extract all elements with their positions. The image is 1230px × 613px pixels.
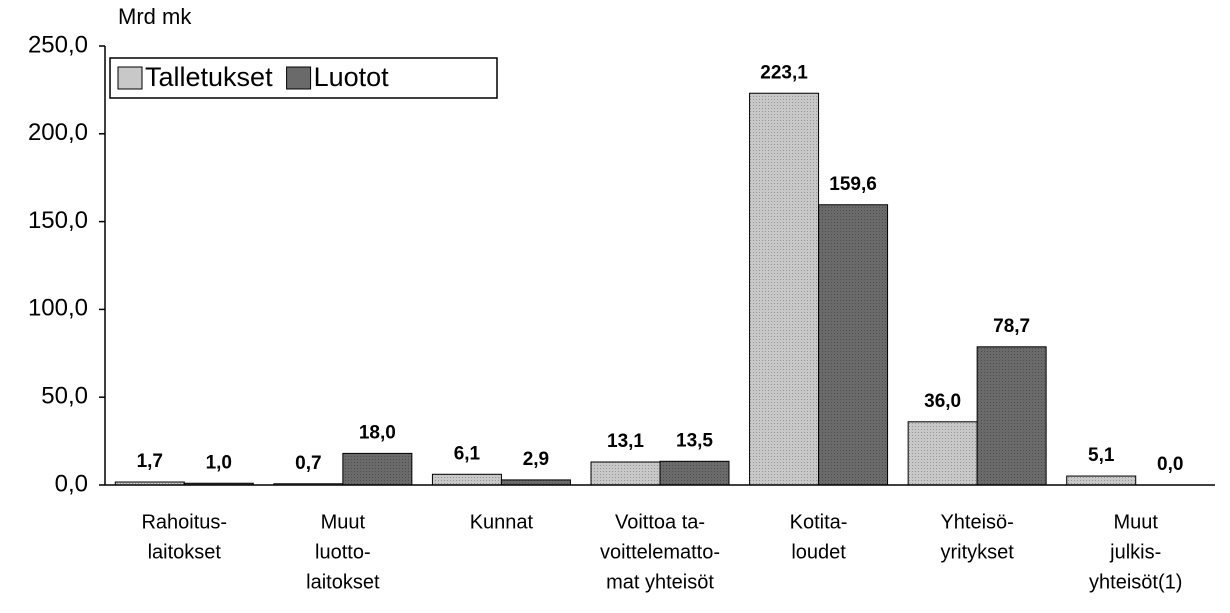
value-label: 223,1	[760, 62, 808, 83]
bar-texture	[1066, 476, 1136, 485]
x-tick-label: yhteisöt(1)	[1089, 571, 1182, 593]
bar-texture	[818, 204, 888, 485]
bar-texture	[432, 474, 502, 485]
legend-label: Talletukset	[145, 62, 273, 92]
x-tick-label: voittelematto-	[600, 541, 720, 563]
y-tick-label: 250,0	[28, 31, 88, 58]
x-tick-label: Kunnat	[470, 511, 534, 533]
value-label: 6,1	[454, 443, 481, 464]
legend-swatch	[286, 66, 312, 90]
x-tick-label: Muut	[1113, 511, 1158, 533]
x-tick-label: Kotita-	[790, 511, 848, 533]
bar-texture	[184, 483, 254, 485]
x-tick-label: laitokset	[148, 541, 222, 563]
y-axis-label: Mrd mk	[118, 4, 192, 29]
bar-texture	[115, 482, 185, 485]
x-tick-label: Rahoitus-	[141, 511, 227, 533]
value-label: 18,0	[359, 422, 396, 443]
x-tick-label: Yhteisö-	[940, 511, 1013, 533]
y-tick-label: 100,0	[28, 295, 88, 322]
value-label: 13,5	[676, 430, 713, 451]
x-tick-label: luotto-	[315, 541, 371, 563]
bar-texture	[591, 461, 660, 485]
value-label: 0,7	[295, 453, 321, 474]
value-label: 5,1	[1088, 445, 1115, 466]
x-tick-label: julkis-	[1109, 541, 1161, 563]
y-tick-label: 200,0	[28, 119, 88, 146]
value-label: 0,0	[1157, 454, 1183, 475]
bar-texture	[908, 421, 978, 485]
bar-texture	[977, 346, 1047, 485]
y-tick-label: 150,0	[28, 207, 88, 234]
legend-swatch	[117, 66, 143, 90]
value-label: 36,0	[924, 391, 961, 412]
y-tick-label: 50,0	[41, 383, 88, 410]
x-tick-label: yritykset	[940, 541, 1014, 563]
x-tick-label: mat yhteisöt	[606, 571, 714, 593]
x-tick-label: Muut	[321, 511, 366, 533]
value-label: 159,6	[829, 174, 877, 195]
bar-texture	[749, 93, 819, 486]
y-tick-label: 0,0	[55, 470, 88, 497]
value-label: 78,7	[993, 316, 1030, 337]
x-tick-label: loudet	[791, 541, 846, 563]
x-tick-label: laitokset	[306, 571, 380, 593]
legend-label: Luotot	[314, 62, 390, 92]
x-tick-label: Voittoa ta-	[615, 511, 705, 533]
bar-texture	[660, 461, 729, 485]
value-label: 2,9	[523, 449, 549, 470]
bar-texture	[342, 453, 412, 485]
bar-texture	[501, 479, 571, 485]
value-label: 1,7	[137, 451, 163, 472]
value-label: 1,0	[206, 452, 232, 473]
value-label: 13,1	[607, 431, 644, 452]
